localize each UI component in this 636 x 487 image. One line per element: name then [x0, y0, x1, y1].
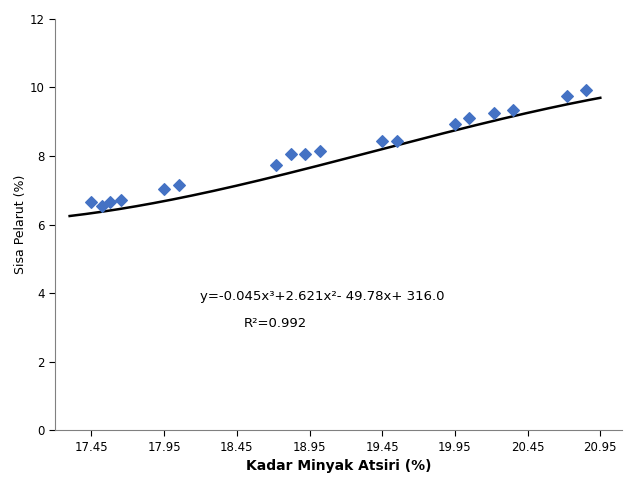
Point: [464, 113, 474, 121]
Point: [392, 137, 402, 145]
Point: [115, 196, 125, 204]
Point: [508, 106, 518, 113]
Point: [315, 147, 325, 155]
Point: [377, 137, 387, 145]
Point: [581, 86, 591, 94]
Point: [450, 121, 460, 129]
Point: [174, 181, 184, 189]
Point: [300, 150, 310, 158]
Point: [159, 185, 169, 192]
Y-axis label: Sisa Pelarut (%): Sisa Pelarut (%): [14, 175, 27, 274]
Point: [489, 109, 499, 117]
Point: [105, 198, 115, 206]
X-axis label: Kadar Minyak Atsiri (%): Kadar Minyak Atsiri (%): [246, 459, 431, 473]
Text: R²=0.992: R²=0.992: [244, 318, 307, 330]
Point: [86, 198, 97, 206]
Point: [286, 150, 296, 158]
Text: y=-0.045x³+2.621x²- 49.78x+ 316.0: y=-0.045x³+2.621x²- 49.78x+ 316.0: [200, 290, 445, 303]
Point: [97, 202, 107, 209]
Point: [271, 161, 281, 169]
Point: [562, 92, 572, 100]
